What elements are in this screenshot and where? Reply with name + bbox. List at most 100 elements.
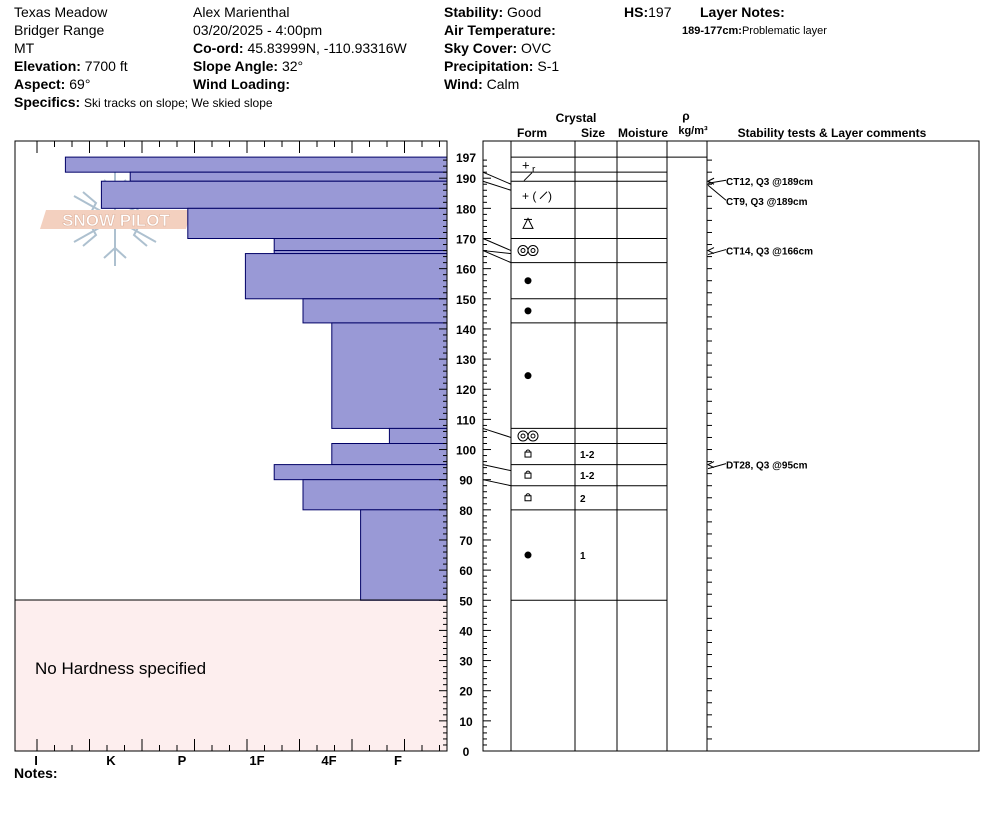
melt-form-icon xyxy=(527,245,539,257)
aspect-row: Aspect: 69° xyxy=(14,76,90,93)
specifics-row: Specifics: Ski tracks on slope; We skied… xyxy=(14,94,273,112)
depth-label: 10 xyxy=(459,715,473,729)
crystal-form-facet-icon xyxy=(524,493,532,502)
observer-name: Alex Marienthal xyxy=(193,4,290,20)
hardness-scale-label: I xyxy=(34,753,38,768)
hardness-bar xyxy=(302,479,448,511)
crystal-size-value: 1-2 xyxy=(580,471,595,482)
melt-form-icon xyxy=(517,245,529,257)
depth-label: 60 xyxy=(459,564,473,578)
arrow-head-icon xyxy=(706,247,715,255)
wind-loading-row: Wind Loading: xyxy=(193,76,290,93)
crystal-size-value: 2 xyxy=(580,494,586,505)
specifics-label: Specifics: xyxy=(14,94,81,110)
crystal-size-value: 1-2 xyxy=(580,450,595,461)
hs-label: HS: xyxy=(624,4,649,20)
facet-icon xyxy=(524,495,532,502)
sky-row: Sky Cover: OVC xyxy=(444,40,551,57)
layer-note-text: Problematic layer xyxy=(741,25,827,37)
hardness-scale-label: 4F xyxy=(321,753,336,768)
stability-header: Stability tests & Layer comments xyxy=(738,126,927,140)
no-hardness-zone xyxy=(15,600,447,751)
melt-form-icon xyxy=(517,430,529,442)
hardness-bar xyxy=(331,322,448,429)
depth-label: 20 xyxy=(459,685,473,699)
melt-form-icon xyxy=(520,433,526,439)
arrow-head-icon xyxy=(706,461,715,469)
stability-value: Good xyxy=(507,4,542,20)
decomposed-icon xyxy=(523,172,533,182)
arrow-head-icon xyxy=(706,177,715,185)
round-grain-icon xyxy=(524,372,532,380)
mixed-form-icon: + ( xyxy=(522,189,536,203)
air-temp-label: Air Temperature: xyxy=(444,22,556,38)
hardness-scale-label: 1F xyxy=(249,753,264,768)
layer-connector xyxy=(482,479,512,487)
size-header: Size xyxy=(581,126,605,140)
crystal-form-facet-icon xyxy=(524,470,532,479)
coord-label: Co-ord: xyxy=(193,40,244,56)
hardness-bar xyxy=(273,238,448,252)
state-name: MT xyxy=(14,40,35,56)
depth-label: 30 xyxy=(459,655,473,669)
precip-label: Precipitation: xyxy=(444,58,534,74)
stability-test-arrow xyxy=(707,463,727,470)
density-unit-header: kg/m³ xyxy=(678,125,708,137)
hardness-bar xyxy=(273,464,448,481)
crystal-form-r-icon: + r xyxy=(522,158,536,176)
wind-row: Wind: Calm xyxy=(444,76,519,93)
specifics-value: Ski tracks on slope; We skied slope xyxy=(84,96,273,110)
depth-label: 150 xyxy=(456,293,476,307)
decomposed-icon xyxy=(539,191,548,200)
crystal-form-round-icon xyxy=(524,307,532,315)
range-name: Bridger Range xyxy=(14,22,105,38)
depth-label: 40 xyxy=(459,624,473,638)
elevation-row: Elevation: 7700 ft xyxy=(14,58,128,75)
hardness-chart-frame xyxy=(14,140,448,752)
layer-note-row: 189-177cm:Problematic layer xyxy=(682,23,827,40)
elevation-label: Elevation: xyxy=(14,58,81,74)
air-temp-row: Air Temperature: xyxy=(444,22,556,39)
depth-label: 90 xyxy=(459,474,473,488)
coord-row: Co-ord: 45.83999N, -110.93316W xyxy=(193,40,407,57)
crystal-form-facet-icon xyxy=(524,449,532,458)
slope-row: Slope Angle: 32° xyxy=(193,58,303,75)
hs-row: HS:197 xyxy=(624,4,671,21)
facet-icon xyxy=(524,472,532,479)
stability-test-label: DT28, Q3 @95cm xyxy=(726,461,808,472)
sky-value: OVC xyxy=(521,40,552,56)
round-grain-icon xyxy=(524,307,532,315)
depth-label: 80 xyxy=(459,504,473,518)
observation-datetime: 03/20/2025 - 4:00pm xyxy=(193,22,323,38)
depth-label: 130 xyxy=(456,353,476,367)
facet-icon xyxy=(525,470,531,474)
depth-label: 190 xyxy=(456,172,476,186)
crystal-form-round-icon xyxy=(524,372,532,380)
sky-label: Sky Cover: xyxy=(444,40,518,56)
notes-label: Notes: xyxy=(14,765,58,781)
stability-test-label: CT12, Q3 @189cm xyxy=(726,177,813,188)
hardness-bar xyxy=(244,253,448,300)
facet-icon xyxy=(525,493,531,496)
depth-label: 120 xyxy=(456,383,476,397)
snow-profile-chart: No Hardness specified SNOW PILOT I K P 1F 4F… xyxy=(14,109,980,781)
depth-label: 140 xyxy=(456,323,476,337)
hardness-scale-label: F xyxy=(394,753,402,768)
melt-form-icon xyxy=(520,248,526,254)
depth-label: 50 xyxy=(459,594,473,608)
slope-label: Slope Angle: xyxy=(193,58,279,74)
elevation-value: 7700 ft xyxy=(84,58,128,74)
melt-form-icon xyxy=(527,430,539,442)
hardness-bar xyxy=(64,156,448,173)
facet-icon xyxy=(525,449,531,453)
stability-test-arrow xyxy=(707,184,727,201)
melt-form-icon xyxy=(530,433,536,439)
no-hardness-text: No Hardness specified xyxy=(35,659,206,678)
layer-connector xyxy=(482,171,512,185)
depth-label: 160 xyxy=(456,263,476,277)
crystal-header: Crystal xyxy=(556,111,597,125)
precip-value: S-1 xyxy=(537,58,560,74)
stability-row: Stability: Good xyxy=(444,4,541,21)
crystal-form-round-icon xyxy=(524,551,532,559)
hardness-bar xyxy=(129,171,448,182)
